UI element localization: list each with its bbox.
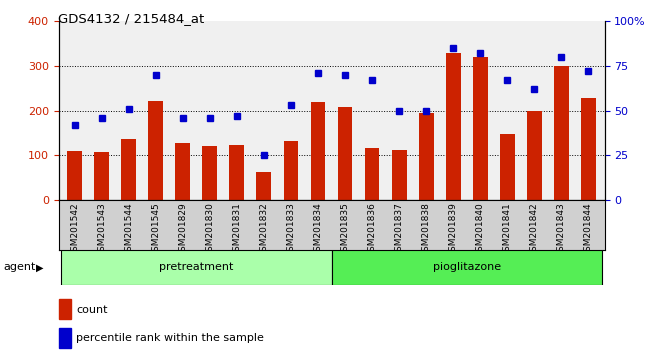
Bar [473,57,488,200]
Text: GSM201837: GSM201837 [395,202,404,257]
Bar [500,134,515,200]
Text: GSM201833: GSM201833 [287,202,296,257]
Text: GSM201836: GSM201836 [367,202,376,257]
Bar [332,250,602,285]
Bar [337,108,352,200]
Bar [94,152,109,200]
Bar [176,143,190,200]
Text: GSM201835: GSM201835 [341,202,350,257]
Text: ▶: ▶ [36,262,44,272]
Text: GSM201543: GSM201543 [98,202,106,257]
Bar [202,147,217,200]
Bar [68,151,82,200]
Text: pioglitazone: pioglitazone [433,262,500,272]
Bar [554,66,569,200]
Bar [61,250,332,285]
Text: GSM201831: GSM201831 [233,202,241,257]
Text: percentile rank within the sample: percentile rank within the sample [76,333,264,343]
Text: GSM201834: GSM201834 [313,202,322,257]
Bar [311,102,326,200]
Text: GSM201542: GSM201542 [70,202,79,257]
Text: GSM201840: GSM201840 [476,202,485,257]
Text: GSM201844: GSM201844 [584,202,593,257]
Text: agent: agent [3,262,36,272]
Bar [58,328,70,348]
Text: GSM201544: GSM201544 [124,202,133,257]
Text: GDS4132 / 215484_at: GDS4132 / 215484_at [58,12,205,25]
Text: GSM201832: GSM201832 [259,202,268,257]
Text: GSM201841: GSM201841 [502,202,512,257]
Bar [229,145,244,200]
Bar [581,98,595,200]
Text: GSM201830: GSM201830 [205,202,214,257]
Bar [148,101,163,200]
Text: count: count [76,305,107,315]
Bar [122,139,136,200]
Bar [365,148,380,200]
Text: GSM201839: GSM201839 [448,202,458,257]
Bar [392,149,406,200]
Text: pretreatment: pretreatment [159,262,233,272]
Text: GSM201545: GSM201545 [151,202,161,257]
Text: GSM201838: GSM201838 [422,202,430,257]
Bar [58,299,70,319]
Bar [283,141,298,200]
Text: GSM201829: GSM201829 [178,202,187,257]
Text: GSM201843: GSM201843 [557,202,566,257]
Bar [257,172,271,200]
Bar [446,52,461,200]
Bar [526,110,541,200]
Text: GSM201842: GSM201842 [530,202,539,257]
Bar [419,113,434,200]
